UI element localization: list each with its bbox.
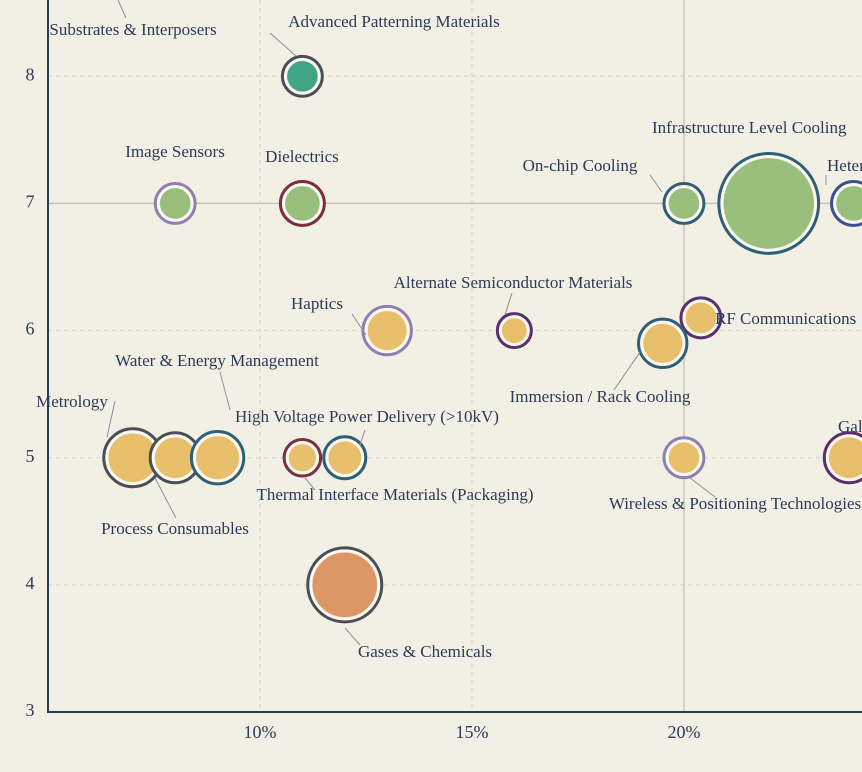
bubble-label: Haptics <box>291 294 343 313</box>
bubble-fill <box>367 310 407 351</box>
leader-line <box>351 313 367 336</box>
bubble <box>830 179 862 227</box>
bubble-label: Thermal Interface Materials (Packaging) <box>256 485 533 504</box>
bubble <box>102 427 164 489</box>
leader-line <box>269 32 297 57</box>
bubble-fill <box>643 323 683 363</box>
bubble-label: On-chip Cooling <box>523 156 638 175</box>
bubble <box>148 431 202 485</box>
leader-line <box>106 400 116 438</box>
bubble-fill <box>288 443 317 472</box>
bubble-label: Heterogeneous Integration <box>827 156 862 175</box>
bubble-fill <box>284 185 320 221</box>
y-tick-label: 6 <box>26 319 35 339</box>
bubble-fill <box>286 60 318 92</box>
bubble <box>282 437 323 478</box>
bubble-label: Gallium Nitride <box>838 417 862 436</box>
bubble-fill <box>328 441 362 475</box>
bubble-label: Infrastructure Level Cooling <box>652 118 847 137</box>
bubble-label: Water & Energy Management <box>115 351 319 370</box>
bubble <box>278 179 326 227</box>
leader-line <box>154 477 177 519</box>
bubble-label: Wireless & Positioning Technologies <box>609 494 861 513</box>
bubble-fill <box>828 437 862 479</box>
bubble <box>662 436 706 480</box>
bubble <box>662 181 706 225</box>
y-tick-label: 3 <box>26 700 35 720</box>
y-tick-label: 7 <box>26 192 35 212</box>
bubble-fill <box>668 442 700 474</box>
leader-line <box>649 174 663 193</box>
bubble <box>495 312 533 350</box>
bubble-fill <box>312 552 378 618</box>
bubble-label: RF Communications <box>715 309 856 328</box>
bubble-fill <box>723 158 815 249</box>
bubble <box>189 430 246 486</box>
bubble-fill <box>159 187 191 219</box>
bubble-label: Process Consumables <box>101 519 249 538</box>
bubble-label: Advanced Patterning Materials <box>288 12 500 31</box>
y-tick-label: 5 <box>26 446 35 466</box>
bubble-label: Dielectrics <box>265 147 339 166</box>
leader-line <box>117 0 127 19</box>
leader-line <box>359 429 366 446</box>
bubble <box>679 296 723 340</box>
bubble <box>361 304 413 357</box>
bubble <box>822 431 862 485</box>
x-tick-label: 20% <box>667 722 700 742</box>
bubble-fill <box>836 185 862 221</box>
bubble-label: Image Sensors <box>125 142 225 161</box>
bubble-label: Metrology <box>36 392 108 411</box>
bubble-label: Substrates & Interposers <box>49 20 216 39</box>
bubble-fill <box>195 436 240 480</box>
bubble-label: High Voltage Power Delivery (>10kV) <box>235 407 499 426</box>
y-tick-label: 8 <box>26 64 35 84</box>
bubble <box>637 317 689 369</box>
leader-line <box>304 477 316 491</box>
bubble <box>717 152 821 255</box>
y-tick-label: 4 <box>26 573 35 593</box>
bubble <box>306 546 384 624</box>
bubble-fill <box>501 318 527 344</box>
bubble <box>322 435 368 481</box>
x-tick-label: 10% <box>243 722 276 742</box>
bubble-label: Immersion / Rack Cooling <box>510 387 691 406</box>
bubble-fill <box>154 437 196 479</box>
bubble <box>280 54 324 98</box>
leader-line <box>504 292 513 316</box>
bubble-label: Gases & Chemicals <box>358 642 492 661</box>
bubble-label: Alternate Semiconductor Materials <box>394 273 633 292</box>
leader-line <box>344 627 361 646</box>
leader-line <box>219 371 231 411</box>
leader-line <box>689 477 716 498</box>
x-tick-label: 15% <box>455 722 488 742</box>
bubble-fill <box>668 187 700 219</box>
bubble <box>153 181 197 225</box>
bubble-fill <box>685 302 717 334</box>
leader-line <box>613 351 641 391</box>
